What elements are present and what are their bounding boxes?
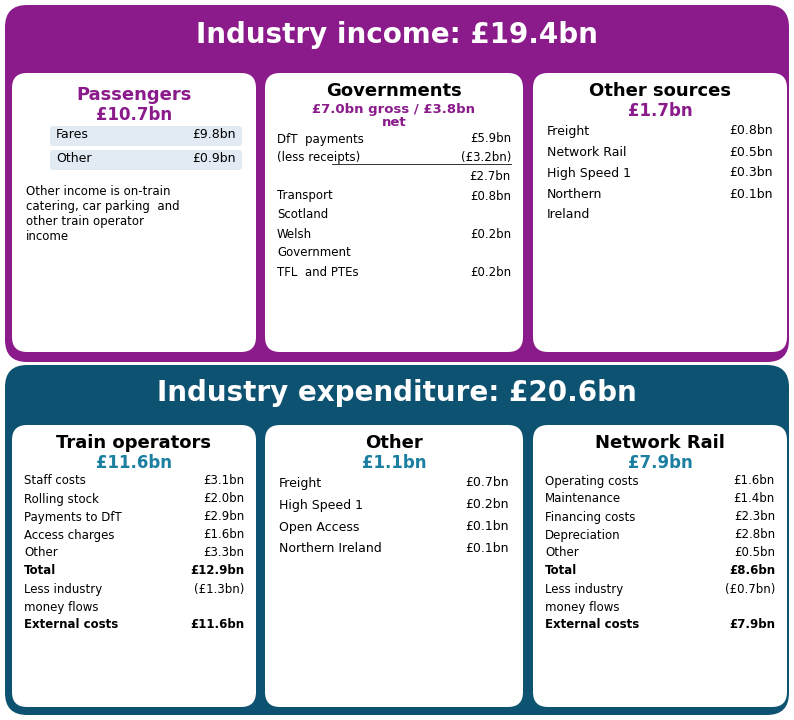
Text: net: net [382,117,407,130]
Text: Train operators: Train operators [56,434,211,452]
Text: High Speed 1: High Speed 1 [547,166,631,179]
Text: Access charges: Access charges [24,528,114,541]
Text: Passengers: Passengers [76,86,191,104]
FancyBboxPatch shape [265,425,523,707]
Text: Less industry: Less industry [24,582,102,595]
Text: Rolling stock: Rolling stock [24,492,99,505]
Text: (£3.2bn): (£3.2bn) [461,151,511,164]
Text: £5.9bn: £5.9bn [470,132,511,145]
Text: Other: Other [545,546,579,559]
Text: £2.3bn: £2.3bn [734,510,775,523]
Text: £1.7bn: £1.7bn [628,102,692,120]
Text: £0.1bn: £0.1bn [465,542,509,556]
FancyBboxPatch shape [12,73,256,352]
Text: £0.1bn: £0.1bn [730,187,773,200]
Text: Other sources: Other sources [589,82,731,100]
Text: £1.6bn: £1.6bn [734,474,775,487]
Text: £2.7bn: £2.7bn [470,171,511,184]
Text: £7.9bn: £7.9bn [729,618,775,631]
Text: Other: Other [365,434,423,452]
Text: Depreciation: Depreciation [545,528,621,541]
Text: Industry income: £19.4bn: Industry income: £19.4bn [196,21,598,49]
FancyBboxPatch shape [12,425,256,707]
Text: £0.2bn: £0.2bn [470,266,511,279]
Text: Scotland: Scotland [277,209,328,222]
Text: £0.9bn: £0.9bn [192,153,236,166]
FancyBboxPatch shape [50,150,242,170]
Text: Northern Ireland: Northern Ireland [279,542,382,556]
Text: £0.2bn: £0.2bn [470,228,511,240]
Text: £0.2bn: £0.2bn [465,498,509,511]
Text: Ireland: Ireland [547,209,591,222]
Text: £0.3bn: £0.3bn [730,166,773,179]
Text: £7.0bn gross / £3.8bn: £7.0bn gross / £3.8bn [313,102,476,115]
Text: Other income is on-train
catering, car parking  and
other train operator
income: Other income is on-train catering, car p… [26,185,179,243]
Text: £9.8bn: £9.8bn [192,128,236,142]
FancyBboxPatch shape [50,126,242,146]
Text: Network Rail: Network Rail [547,145,626,158]
Text: £3.3bn: £3.3bn [203,546,244,559]
Text: Government: Government [277,246,351,259]
Text: £0.7bn: £0.7bn [465,477,509,490]
Text: Fares: Fares [56,128,89,142]
Text: £11.6bn: £11.6bn [190,618,244,631]
Text: £12.9bn: £12.9bn [190,564,244,577]
Text: External costs: External costs [24,618,118,631]
Text: Northern: Northern [547,187,603,200]
Text: Other: Other [24,546,58,559]
Text: Welsh: Welsh [277,228,312,240]
FancyBboxPatch shape [533,425,787,707]
Text: £3.1bn: £3.1bn [203,474,244,487]
Text: Industry expenditure: £20.6bn: Industry expenditure: £20.6bn [157,379,637,407]
Text: Other: Other [56,153,91,166]
Text: Maintenance: Maintenance [545,492,621,505]
FancyBboxPatch shape [5,365,789,715]
Text: DfT  payments: DfT payments [277,132,364,145]
Text: Freight: Freight [547,125,590,138]
Text: £1.4bn: £1.4bn [734,492,775,505]
Text: (less receipts): (less receipts) [277,151,360,164]
Text: £1.6bn: £1.6bn [202,528,244,541]
Text: £0.8bn: £0.8bn [470,189,511,202]
Text: Financing costs: Financing costs [545,510,635,523]
Text: £1.1bn: £1.1bn [362,454,426,472]
Text: Open Access: Open Access [279,521,360,534]
Text: £2.8bn: £2.8bn [734,528,775,541]
Text: £7.9bn: £7.9bn [627,454,692,472]
FancyBboxPatch shape [5,5,789,362]
Text: money flows: money flows [545,600,619,613]
Text: Total: Total [545,564,577,577]
Text: TFL  and PTEs: TFL and PTEs [277,266,359,279]
Text: £0.5bn: £0.5bn [730,145,773,158]
Text: £10.7bn: £10.7bn [96,106,172,124]
Text: External costs: External costs [545,618,639,631]
Text: £11.6bn: £11.6bn [96,454,172,472]
FancyBboxPatch shape [533,73,787,352]
Text: (£0.7bn): (£0.7bn) [725,582,775,595]
Text: High Speed 1: High Speed 1 [279,498,363,511]
Text: £8.6bn: £8.6bn [729,564,775,577]
Text: £2.0bn: £2.0bn [203,492,244,505]
Text: Network Rail: Network Rail [595,434,725,452]
Text: Governments: Governments [326,82,462,100]
Text: Staff costs: Staff costs [24,474,86,487]
Text: £0.1bn: £0.1bn [465,521,509,534]
Text: Payments to DfT: Payments to DfT [24,510,121,523]
Text: £0.5bn: £0.5bn [734,546,775,559]
Text: (£1.3bn): (£1.3bn) [194,582,244,595]
Text: £2.9bn: £2.9bn [202,510,244,523]
Text: money flows: money flows [24,600,98,613]
Text: Transport: Transport [277,189,333,202]
Text: Total: Total [24,564,56,577]
Text: £0.8bn: £0.8bn [730,125,773,138]
Text: Operating costs: Operating costs [545,474,638,487]
Text: Freight: Freight [279,477,322,490]
FancyBboxPatch shape [265,73,523,352]
Text: Less industry: Less industry [545,582,623,595]
